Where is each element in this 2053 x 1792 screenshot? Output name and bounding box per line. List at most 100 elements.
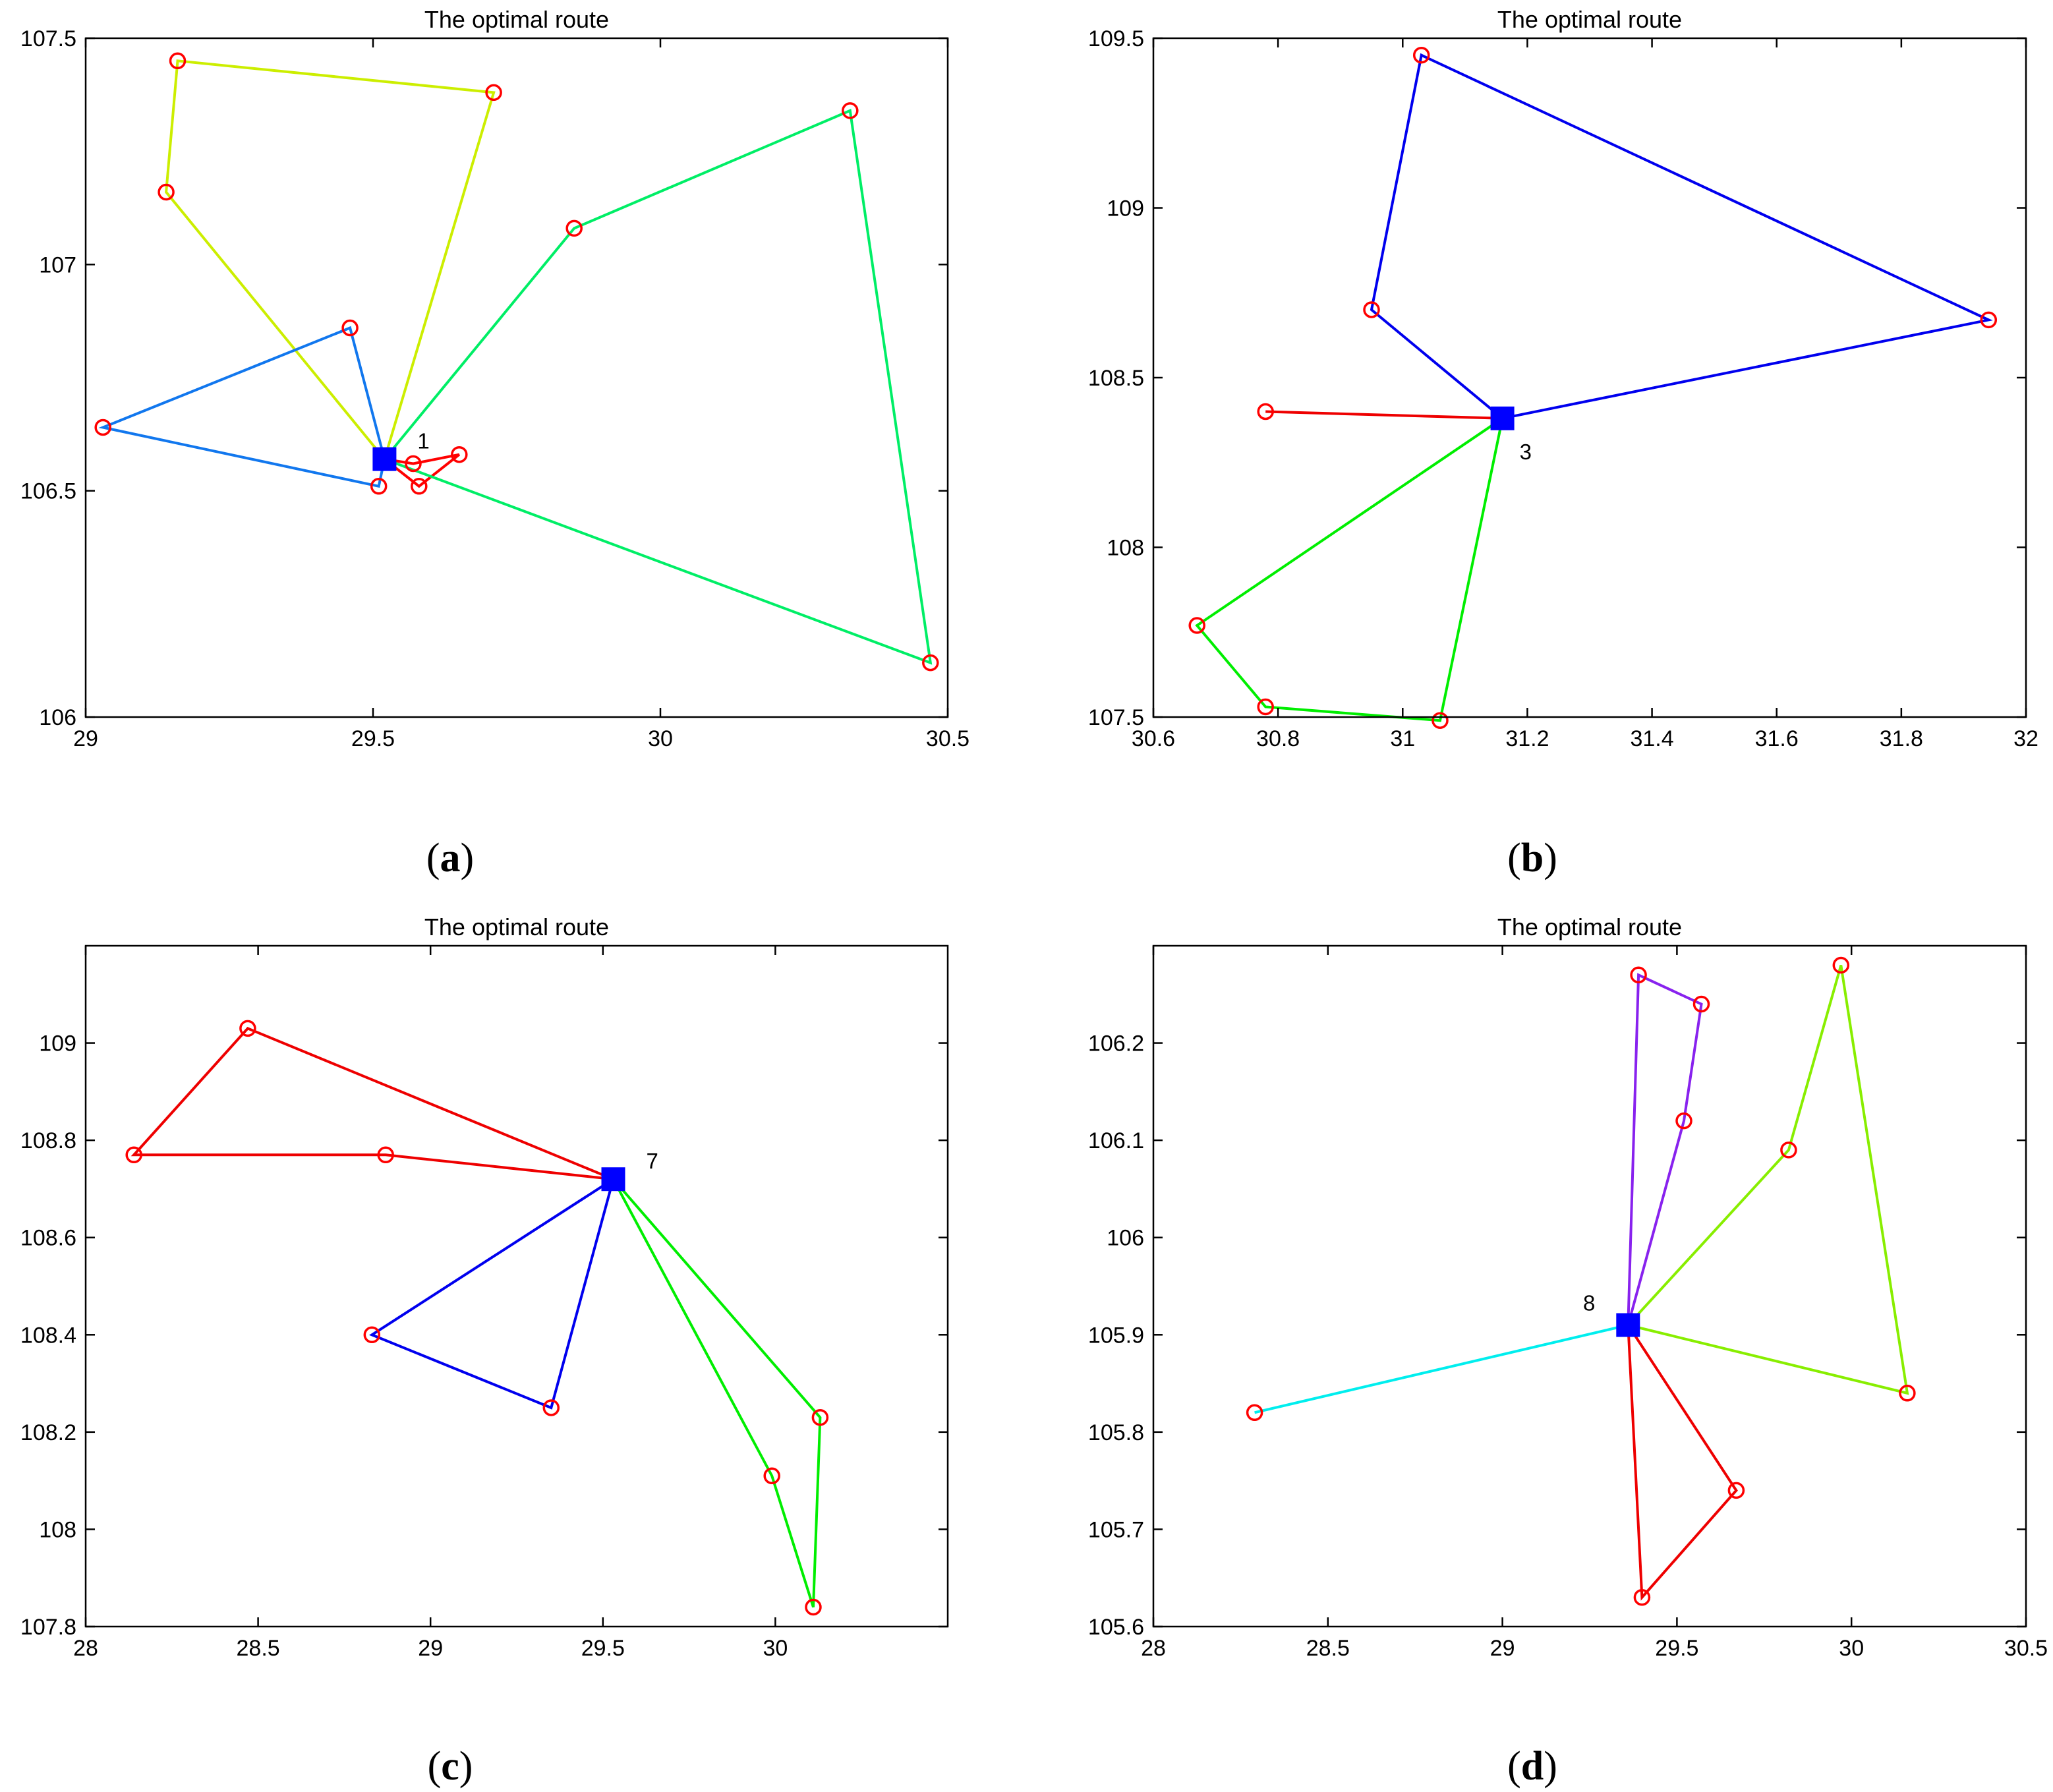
panel-label: (c)	[428, 1744, 473, 1789]
x-tick-label: 30	[648, 726, 673, 751]
customer-marker	[370, 478, 388, 495]
depot-marker	[1616, 1313, 1640, 1337]
customer-marker	[1899, 1385, 1916, 1402]
y-tick-label: 107.8	[20, 1615, 76, 1640]
x-tick-label: 31.2	[1505, 726, 1549, 751]
y-tick-label: 109	[1107, 196, 1144, 221]
route-line-1	[1370, 53, 1993, 420]
customer-marker	[1363, 301, 1380, 318]
route-line-2	[1265, 410, 1503, 420]
route-line-3	[98, 326, 386, 488]
panel-letter: d	[1521, 1744, 1544, 1789]
y-tick-label: 108.5	[1088, 366, 1144, 391]
y-tick-label: 109.5	[1088, 26, 1144, 51]
customer-marker	[763, 1467, 780, 1485]
panel-letter: a	[440, 836, 461, 881]
customer-marker	[1188, 617, 1205, 634]
x-tick-label: 31.6	[1755, 726, 1799, 751]
panel-letter: b	[1521, 836, 1544, 881]
x-tick-label: 28.5	[1306, 1636, 1350, 1661]
chart-panel-c: The optimal route 7 28 28.5 29 29.5 30 107.8 108…	[20, 913, 949, 1789]
panel-label: (b)	[1507, 836, 1557, 881]
customer-marker	[411, 478, 428, 495]
route-line-3	[1195, 417, 1504, 722]
y-tick-label: 108.6	[20, 1226, 76, 1251]
route-line-4	[383, 109, 933, 665]
depot-label: 7	[647, 1149, 658, 1173]
y-tick-label: 107.5	[20, 26, 76, 51]
x-tick-label: 28	[73, 1636, 98, 1661]
x-tick-label: 29.5	[1655, 1636, 1698, 1661]
x-tick-label: 29.5	[581, 1636, 625, 1661]
y-tick-label: 105.9	[1088, 1323, 1144, 1348]
x-tick-label: 29.5	[351, 726, 395, 751]
customer-marker	[1675, 1112, 1692, 1130]
chart-panel-d: The optimal route 8 28 28.5 29 29.5 30 30.5 105.…	[1088, 913, 2048, 1789]
customer-marker	[1257, 698, 1274, 716]
panel-label: (a)	[426, 836, 474, 881]
customer-marker	[842, 102, 859, 119]
y-tick-label: 106	[1107, 1226, 1144, 1251]
chart-title: The optimal route	[1497, 913, 1682, 940]
route-line-1	[384, 453, 461, 488]
x-tick-label: 30.5	[926, 726, 969, 751]
customer-marker	[451, 446, 468, 463]
customer-marker	[1633, 1588, 1651, 1606]
customer-marker	[239, 1020, 256, 1037]
depot-label: 1	[417, 429, 429, 453]
customer-marker	[94, 419, 111, 436]
customer-marker	[363, 1326, 381, 1344]
y-tick-label: 106.1	[1088, 1128, 1144, 1153]
y-tick-label: 105.6	[1088, 1615, 1144, 1640]
chart-title: The optimal route	[1497, 6, 1682, 33]
customer-marker	[811, 1408, 829, 1426]
axes-box	[1152, 944, 2027, 1628]
customer-marker	[1692, 995, 1710, 1013]
axes-box	[84, 37, 949, 718]
chart-panel-b: The optimal route 3 30.6 30.8 31 31.2 31.4 31.6…	[1088, 6, 2039, 881]
y-tick-label: 107	[39, 252, 76, 277]
depot-label: 8	[1583, 1291, 1595, 1315]
route-line-2	[165, 59, 496, 460]
customer-marker	[1780, 1142, 1797, 1159]
x-tick-label: 28	[1141, 1636, 1166, 1661]
customer-marker	[1980, 311, 1998, 329]
axes-box	[84, 944, 949, 1628]
panel-label: (d)	[1507, 1744, 1557, 1789]
y-tick-label: 105.7	[1088, 1517, 1144, 1542]
y-tick-label: 106.5	[20, 479, 76, 504]
customer-marker	[1431, 712, 1449, 729]
route-line-2	[1627, 964, 1909, 1395]
customer-marker	[377, 1146, 394, 1164]
x-tick-label: 31	[1390, 726, 1415, 751]
y-tick-label: 105.8	[1088, 1420, 1144, 1445]
customer-marker	[341, 319, 359, 337]
depot-label: 3	[1520, 440, 1532, 464]
customer-marker	[405, 455, 422, 473]
x-tick-label: 32	[2013, 726, 2039, 751]
customer-marker	[125, 1146, 142, 1164]
customer-marker	[1727, 1482, 1745, 1499]
customer-marker	[169, 52, 187, 70]
x-tick-label: 28.5	[237, 1636, 280, 1661]
x-tick-label: 30.8	[1256, 726, 1300, 751]
customer-marker	[485, 84, 502, 101]
y-tick-label: 108	[39, 1517, 76, 1542]
route-line-4	[1627, 1324, 1738, 1601]
chart-title: The optimal route	[424, 913, 609, 940]
x-tick-label: 29	[418, 1636, 443, 1661]
x-tick-label: 30.5	[2004, 1636, 2048, 1661]
customer-marker	[922, 654, 939, 672]
x-tick-label: 30	[763, 1636, 788, 1661]
x-tick-label: 31.4	[1630, 726, 1673, 751]
chart-title: The optimal route	[424, 6, 609, 33]
customer-marker	[1412, 46, 1430, 64]
chart-panel-a: The optimal route 1 29 29.5 30 30.5 106 106.5 10…	[20, 6, 969, 881]
y-tick-label: 109	[39, 1031, 76, 1056]
depot-marker	[601, 1167, 625, 1192]
depot-marker	[372, 447, 397, 471]
y-tick-label: 107.5	[1088, 705, 1144, 730]
customer-marker	[805, 1598, 822, 1616]
customer-marker	[1630, 966, 1647, 984]
x-tick-label: 30	[1839, 1636, 1864, 1661]
